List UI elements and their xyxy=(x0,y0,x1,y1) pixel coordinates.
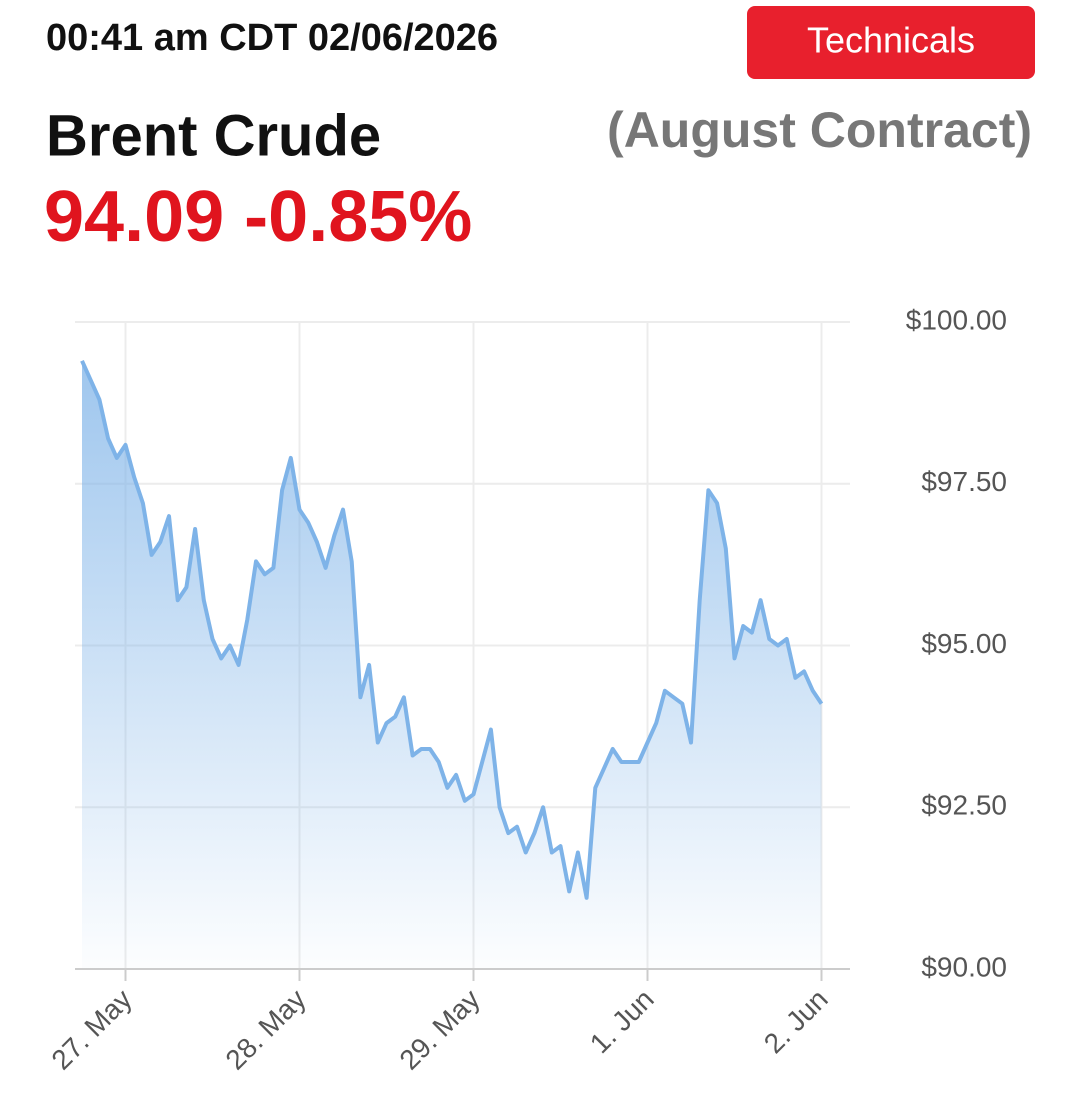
y-tick-label: $95.00 xyxy=(921,628,1007,659)
x-tick-label: 28. May xyxy=(219,983,311,1075)
technicals-label[interactable]: Technicals xyxy=(807,20,975,61)
price-line xyxy=(80,359,824,900)
quote: 94.09 -0.85% xyxy=(44,177,472,257)
technicals-button[interactable] xyxy=(747,6,1035,79)
contract-label: (August Contract) xyxy=(607,102,1032,158)
y-tick-label: $100.00 xyxy=(906,304,1007,335)
x-tick-label: 29. May xyxy=(393,983,485,1075)
x-tick-label: 1. Jun xyxy=(584,983,660,1059)
y-tick-label: $90.00 xyxy=(921,951,1007,982)
instrument-name: Brent Crude xyxy=(46,103,381,168)
y-tick-label: $97.50 xyxy=(921,466,1007,497)
x-tick-label: 2. Jun xyxy=(758,983,834,1059)
timestamp: 00:41 am CDT 02/06/2026 xyxy=(46,17,498,59)
y-tick-label: $92.50 xyxy=(921,790,1007,821)
x-tick-label: 27. May xyxy=(45,983,137,1075)
chart: $90.00 $92.50 $95.00 $97.50 $100.00 27. May 28… xyxy=(45,304,1007,1075)
area-fill xyxy=(82,360,822,969)
